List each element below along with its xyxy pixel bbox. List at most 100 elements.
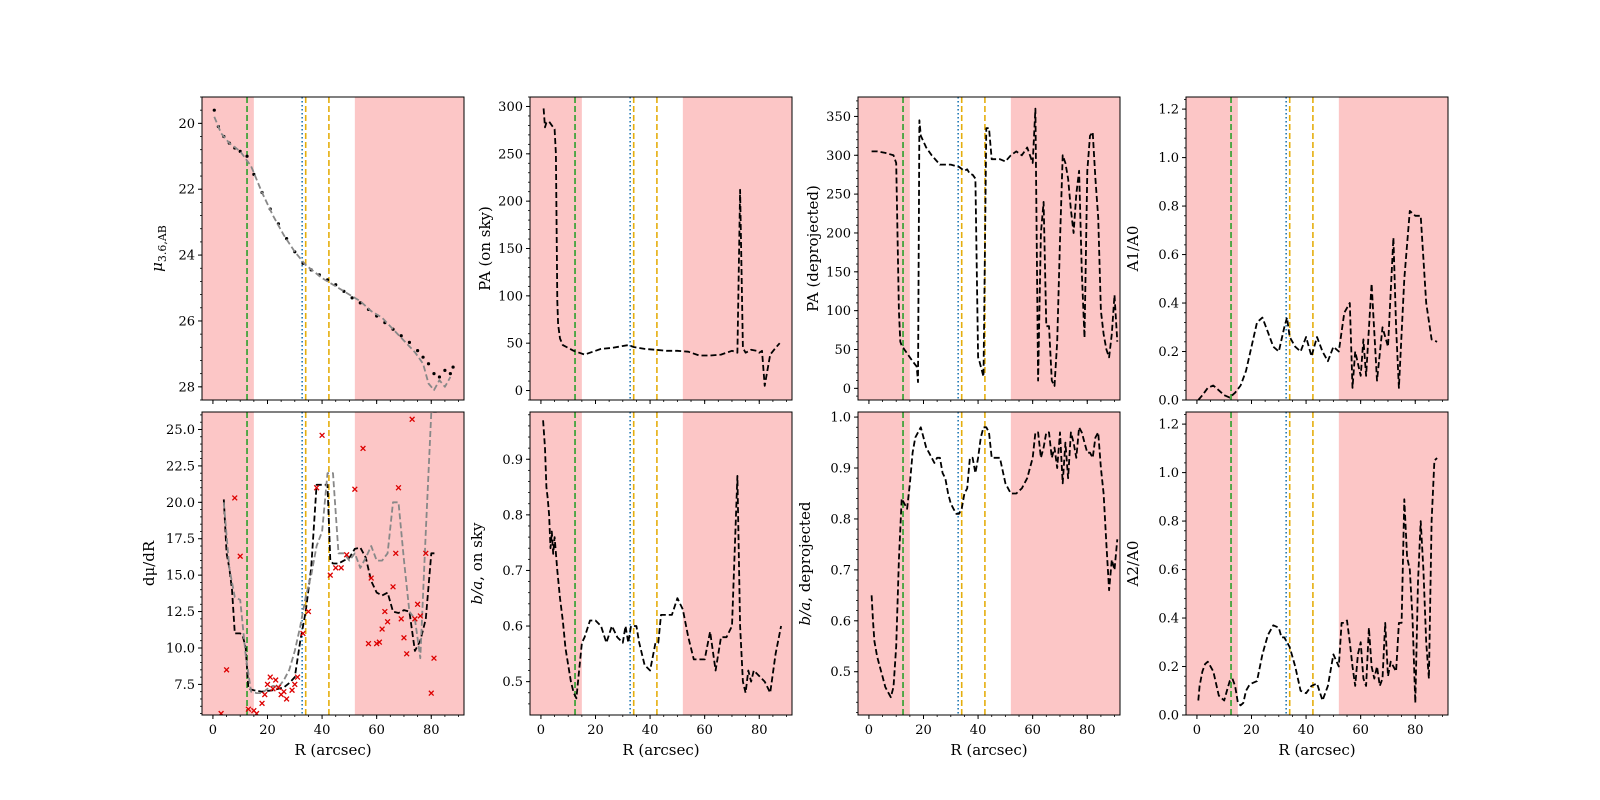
pa-sky-line [542,108,781,387]
shaded-region [202,97,254,400]
x-marker [275,684,282,691]
x-marker [368,575,375,581]
panel-a2-a0: 0.0 0.2 0.4 0.6 0.8 1.0 1.2 0 20 40 60 80 R (arcsec)… [1124,411,1449,759]
x-marker [409,416,416,423]
y-tick-label: 1.0 [830,411,851,426]
y-tick-label: 28 [178,380,195,395]
axes-frame [201,96,465,401]
x-marker [289,687,295,694]
y-tick-label: 150 [826,265,851,280]
y-tick-label: 0.6 [1158,563,1179,578]
shaded-region [354,412,464,715]
y-tick-label: 0.4 [1158,612,1179,627]
panel-surface-brightness: 20 22 24 26 28 μ3.6,AB [148,96,465,404]
x-marker [264,681,271,688]
panel-ba-deprojected: 0.5 0.6 0.7 0.8 0.9 1.0 0 20 40 60 80 R (arcsec) b/a… [796,411,1121,759]
x-tick-label: 0 [537,723,545,738]
y-tick-label: 0.4 [1158,297,1179,312]
x-tick-label: 20 [587,723,604,738]
data-point [212,108,216,112]
x-tick-label: 80 [1407,723,1424,738]
y-tick-label: 1.2 [1158,103,1179,118]
y-tick-label: 0.9 [502,453,523,468]
plot-area-dmu-dr [202,412,464,715]
y-axis-label: A2/A0 [1124,541,1142,588]
x-marker [281,688,287,695]
y-tick-label: 0.6 [502,620,523,635]
x-marker [338,565,345,571]
y-tick-label: 25.0 [166,423,195,438]
x-marker [343,551,350,558]
x-marker [332,565,339,571]
y-tick-label: 300 [826,149,851,164]
y-axis-label: b/a, deprojected [796,501,814,625]
y-tick-label: 15.0 [166,569,195,584]
y-tick-label: 200 [498,195,523,210]
x-marker [381,608,388,615]
x-axis-label: R (arcsec) [1278,741,1355,759]
dmu-gray-line [222,412,437,694]
x-tick-label: 60 [1024,723,1041,738]
y-tick-label: 0.0 [1158,709,1179,724]
y-tick-label: 50 [834,343,851,358]
x-tick-label: 60 [368,723,385,738]
y-tick-label: 1.0 [1158,151,1179,166]
x-tick-label: 40 [1298,723,1315,738]
x-marker [422,550,429,557]
x-marker [403,650,410,657]
x-tick-label: 20 [915,723,932,738]
data-point [432,372,436,376]
x-marker [414,601,421,608]
y-tick-label: 0.6 [1158,248,1179,263]
x-marker [365,640,372,647]
x-marker [283,696,290,702]
x-marker [300,630,306,637]
x-marker [319,432,325,439]
panel-a1-a0: 0.0 0.2 0.4 0.6 0.8 1.0 1.2 A1/A0 [1124,96,1449,409]
shaded-region [1010,412,1120,715]
y-tick-label: 17.5 [166,532,195,547]
x-marker [417,613,424,619]
data-point [437,375,442,379]
y-tick-label: 250 [498,147,523,162]
x-marker [272,677,279,683]
data-point [443,368,447,372]
axes-frame [857,411,1121,716]
y-tick-label: 0 [843,382,851,397]
x-marker [412,615,418,622]
axes-frame [1185,411,1449,716]
y-axis-label: μ3.6,AB [148,225,169,272]
plot-area-a2-a0 [1186,412,1448,715]
panel-pa-on-sky: 0 50 100 150 200 250 300 PA (on sky) [476,96,793,404]
x-tick-label: 20 [259,723,276,738]
x-tick-label: 20 [1243,723,1260,738]
plot-area-pa-on-sky [530,97,792,400]
shaded-region [858,97,910,400]
y-tick-label: 200 [826,226,851,241]
x-marker [305,608,312,615]
x-tick-label: 40 [970,723,987,738]
y-tick-label: 300 [498,100,523,115]
y-tick-label: 0 [515,384,523,399]
a1-line [1197,209,1438,400]
x-marker [245,706,252,713]
x-axis-label: R (arcsec) [622,741,699,759]
data-point [350,296,354,300]
data-point [399,334,403,338]
plot-area-ba-on-sky [530,412,792,715]
x-marker [360,445,366,452]
x-marker [237,553,244,560]
y-tick-label: 0.8 [502,508,523,523]
y-tick-label: 24 [178,249,195,264]
x-axis-label: R (arcsec) [950,741,1027,759]
y-tick-label: 0.5 [830,665,851,680]
x-tick-label: 80 [751,723,768,738]
x-marker [390,583,396,590]
x-tick-label: 60 [1352,723,1369,738]
y-tick-label: 26 [178,314,195,329]
x-marker [270,685,276,692]
data-point [416,348,420,353]
x-marker [398,615,405,622]
plot-area-a1-a0 [1186,97,1448,400]
data-point [448,372,452,376]
